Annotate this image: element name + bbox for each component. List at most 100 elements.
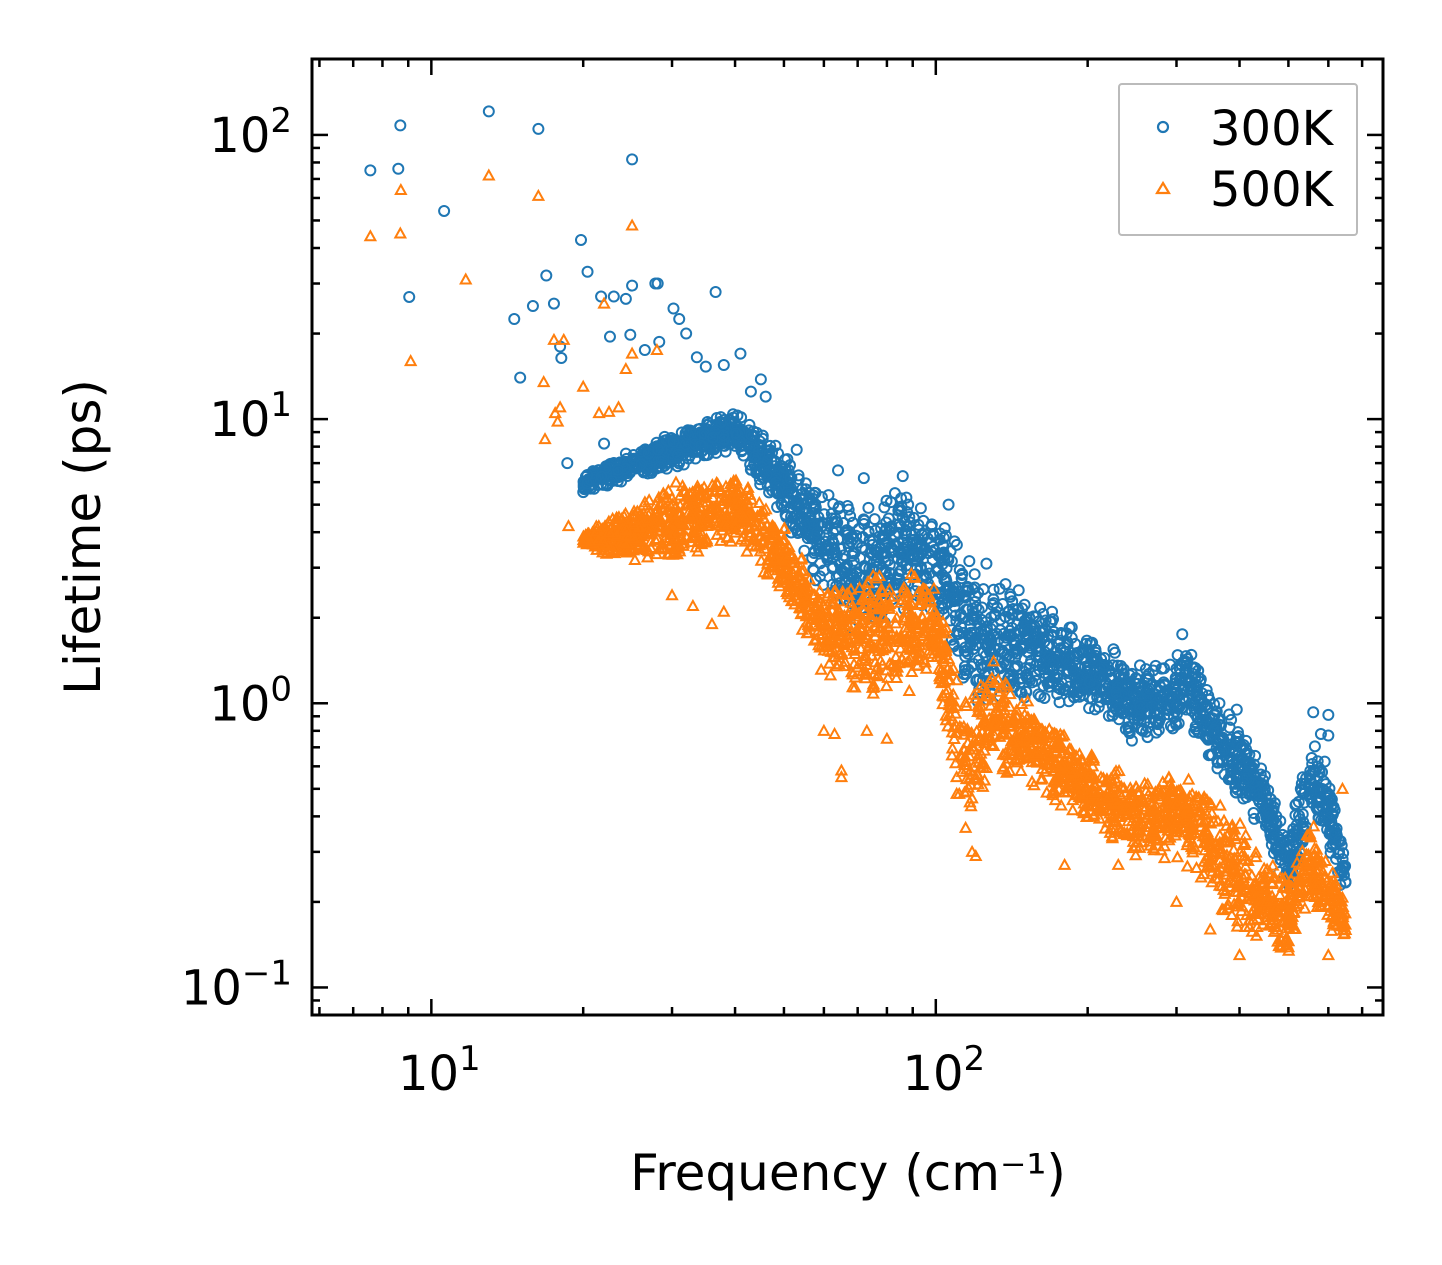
point-300k	[1037, 679, 1050, 692]
point-300k	[1046, 659, 1059, 672]
point-500k	[996, 762, 1010, 775]
point-500k	[1003, 699, 1017, 712]
point-300k	[1123, 721, 1136, 734]
point-500k	[630, 504, 645, 517]
point-300k	[832, 533, 845, 546]
point-300k	[842, 503, 855, 516]
point-300k	[1200, 698, 1213, 711]
point-300k	[753, 435, 766, 448]
point-500k	[777, 556, 792, 569]
point-500k	[920, 621, 934, 634]
point-500k	[1084, 751, 1099, 764]
point-300k	[763, 486, 776, 499]
point-300k	[955, 568, 968, 581]
point-300k	[1307, 765, 1320, 778]
point-300k	[1243, 758, 1256, 771]
point-500k	[557, 332, 571, 345]
point-500k	[786, 593, 800, 606]
point-300k	[949, 609, 962, 622]
point-300k	[1132, 689, 1145, 702]
point-500k	[878, 628, 892, 641]
point-500k	[728, 525, 743, 538]
point-500k	[669, 475, 683, 488]
point-300k	[1012, 584, 1025, 597]
point-500k	[1082, 799, 1096, 812]
point-500k	[1295, 885, 1309, 898]
point-500k	[1120, 828, 1134, 841]
point-500k	[1061, 747, 1075, 760]
point-500k	[857, 602, 871, 615]
point-300k	[1143, 682, 1156, 695]
point-500k	[1054, 798, 1068, 811]
point-500k	[1046, 788, 1060, 801]
point-500k	[890, 610, 904, 623]
point-500k	[1304, 861, 1318, 875]
point-500k	[935, 688, 950, 701]
point-500k	[1200, 807, 1214, 820]
point-500k	[1304, 830, 1318, 843]
point-500k	[576, 379, 590, 392]
point-500k	[1284, 892, 1299, 905]
point-500k	[1227, 822, 1242, 835]
point-500k	[837, 637, 851, 650]
point-300k	[1235, 741, 1248, 754]
point-300k	[734, 440, 747, 453]
point-500k	[959, 698, 974, 711]
point-500k	[1225, 907, 1239, 921]
point-300k	[1230, 703, 1243, 716]
point-500k	[690, 524, 704, 537]
point-300k	[1005, 621, 1018, 634]
point-500k	[1259, 913, 1273, 926]
point-300k	[792, 473, 805, 486]
point-500k	[777, 571, 792, 584]
point-500k	[1223, 861, 1238, 874]
point-500k	[889, 649, 903, 663]
point-500k	[713, 506, 728, 519]
point-300k	[1055, 628, 1068, 641]
point-300k	[706, 431, 719, 444]
point-300k	[868, 513, 881, 526]
point-500k	[950, 673, 964, 686]
point-300k	[772, 447, 785, 460]
point-500k	[915, 628, 930, 642]
point-300k	[1311, 755, 1324, 768]
point-500k	[931, 614, 945, 627]
point-500k	[1211, 838, 1225, 851]
point-300k	[1189, 723, 1202, 736]
point-500k	[1020, 694, 1035, 707]
point-500k	[1108, 796, 1122, 809]
point-500k	[778, 543, 793, 556]
point-300k	[970, 631, 983, 644]
point-300k	[715, 416, 728, 429]
point-500k	[1180, 859, 1195, 872]
point-500k	[856, 616, 870, 629]
point-300k	[1133, 659, 1146, 672]
point-300k	[943, 581, 956, 594]
point-300k	[771, 500, 784, 513]
point-500k	[1205, 806, 1219, 819]
point-500k	[877, 616, 892, 629]
point-300k	[1261, 804, 1274, 817]
point-300k	[1153, 706, 1166, 719]
point-300k	[895, 492, 908, 505]
point-500k	[964, 725, 979, 738]
point-500k	[797, 563, 811, 576]
point-500k	[1126, 841, 1140, 854]
point-300k	[795, 526, 808, 539]
point-300k	[653, 335, 666, 348]
point-500k	[1004, 714, 1018, 727]
point-300k	[394, 119, 407, 132]
point-300k	[1180, 695, 1193, 708]
point-500k	[1233, 875, 1247, 888]
point-300k	[1267, 831, 1280, 844]
point-500k	[1064, 765, 1078, 778]
point-500k	[618, 506, 633, 519]
point-300k	[1006, 595, 1019, 608]
point-500k	[1297, 871, 1311, 884]
point-500k	[752, 495, 767, 508]
point-500k	[1189, 860, 1204, 874]
point-500k	[1089, 794, 1103, 807]
point-500k	[875, 583, 890, 596]
point-500k	[641, 513, 655, 526]
point-500k	[837, 635, 852, 648]
